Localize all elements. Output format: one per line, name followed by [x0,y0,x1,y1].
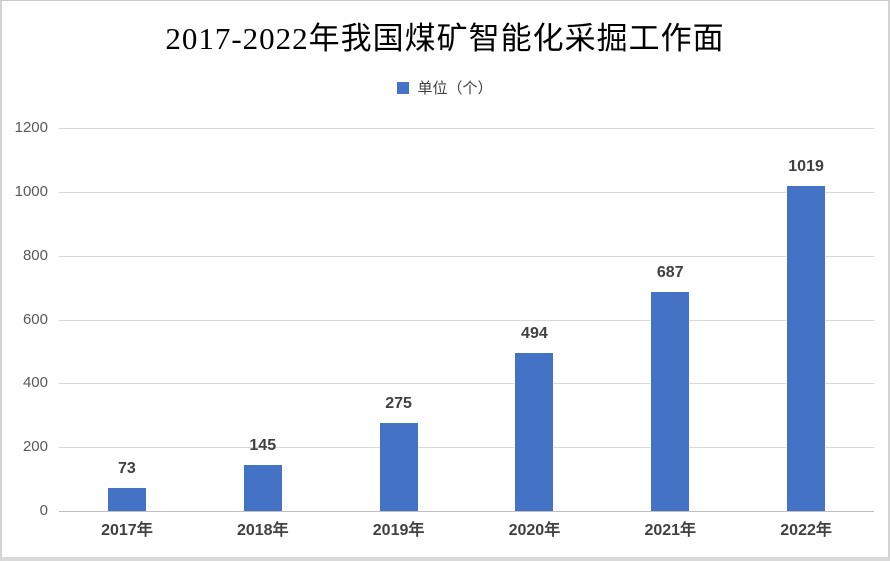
x-axis-line [59,511,874,512]
legend: 单位（个） [2,77,888,98]
x-axis-tick-label: 2022年 [780,522,832,539]
data-label: 687 [656,263,684,281]
bar-2019年 [379,423,418,511]
x-axis-tick-label: 2020年 [508,522,561,539]
chart-title: 2017-2022年我国煤矿智能化采掘工作面 [165,21,725,56]
data-label: 73 [118,459,136,477]
y-axis-tick-label: 1200 [14,119,48,136]
legend-swatch-icon [397,81,410,94]
bar-2018年 [243,464,282,511]
gridline [59,383,874,385]
x-axis-tick-label: 2018年 [236,522,289,539]
legend-label: 单位（个） [417,80,493,97]
y-axis-tick-label: 0 [39,502,48,519]
x-axis-tick-label: 2017年 [101,522,153,539]
data-label: 275 [385,395,412,413]
gridline [59,447,874,449]
data-label: 145 [249,436,277,454]
bar-2021年 [651,291,690,511]
bar-2020年 [515,353,554,511]
data-label: 494 [521,325,548,343]
y-axis-tick-label: 1000 [14,182,48,200]
x-axis-tick-label: 2021年 [644,522,697,539]
gridline [59,128,874,129]
bar-2017年 [107,487,146,511]
y-axis-tick-label: 200 [22,438,48,456]
bar-2022年 [787,185,826,511]
gridline [59,191,874,193]
y-axis-tick-label: 800 [22,246,48,264]
data-label: 1019 [788,157,824,175]
x-axis-tick-label: 2019年 [372,522,425,539]
gridline [59,319,874,321]
y-axis-tick-label: 600 [22,310,48,328]
y-axis-tick-label: 400 [22,374,48,392]
gridline [59,255,874,257]
